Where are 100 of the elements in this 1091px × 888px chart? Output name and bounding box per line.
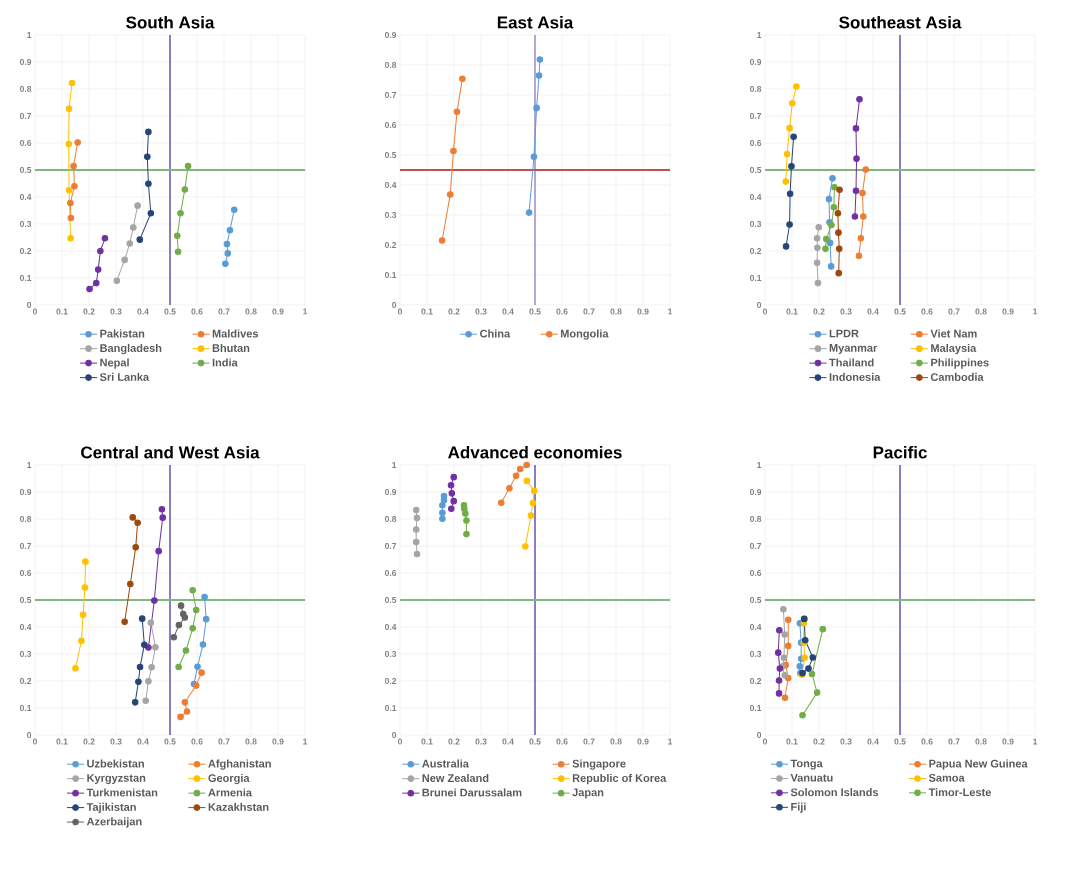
y-tick-label: 0.2 — [384, 241, 397, 248]
x-tick-label: 0.4 — [137, 308, 149, 315]
y-tick-label: 0.2 — [384, 678, 397, 684]
x-tick-label: 0.8 — [245, 738, 257, 745]
legend-label: Viet Nam — [930, 329, 977, 338]
x-tick-label: 0.1 — [421, 738, 433, 745]
y-tick-label: 0.9 — [384, 32, 397, 38]
legend-label: Solomon Islands — [790, 788, 879, 797]
x-tick-label: 0 — [762, 738, 768, 745]
y-tick-label: 0.7 — [749, 542, 762, 549]
x-tick-label: 0.4 — [867, 738, 879, 745]
y-tick-label: 0.7 — [19, 112, 32, 119]
legend-label: Vanuatu — [790, 773, 833, 782]
legend-label: Indonesia — [829, 372, 881, 381]
x-tick-label: 0.6 — [556, 308, 568, 315]
y-tick-label: 0.8 — [384, 515, 397, 522]
y-tick-label: 0.4 — [384, 181, 397, 188]
legend-label: Bangladesh — [100, 343, 162, 355]
chart-title: Pacific — [873, 445, 927, 459]
legend-label: Tonga — [790, 759, 823, 770]
y-tick-label: 0.9 — [384, 488, 397, 495]
x-tick-label: 0.6 — [191, 738, 203, 745]
y-tick-label: 0.8 — [384, 61, 397, 68]
legend-label: China — [480, 329, 511, 338]
x-tick-label: 1 — [668, 308, 673, 315]
legend-label: Myanmar — [829, 344, 878, 354]
legend-label: Nepal — [100, 358, 129, 369]
legend-label: Armenia — [208, 788, 253, 797]
x-tick-label: 0.2 — [448, 308, 460, 315]
legend-label: Thailand — [829, 358, 874, 367]
x-tick-label: 0 — [32, 738, 38, 745]
x-tick-label: 0.9 — [637, 738, 649, 745]
y-tick-label: 1 — [27, 462, 32, 468]
y-tick-label: 0.9 — [19, 488, 32, 495]
legend-label: India — [212, 358, 238, 367]
y-tick-label: 1 — [757, 32, 762, 38]
y-tick-label: 1 — [757, 462, 762, 468]
legend-label: Cambodia — [930, 372, 984, 381]
y-tick-label: 0.5 — [19, 596, 32, 603]
legend-label: Singapore — [572, 759, 626, 770]
x-tick-label: 0.2 — [813, 738, 825, 745]
x-tick-label: 0.7 — [583, 738, 595, 745]
x-tick-label: 0.8 — [610, 738, 622, 745]
y-tick-label: 0.4 — [749, 193, 762, 200]
x-tick-label: 0 — [397, 308, 403, 315]
x-tick-label: 0.5 — [529, 738, 541, 745]
chart-title: Central and West Asia — [81, 445, 260, 459]
y-tick-label: 0.5 — [749, 166, 762, 173]
y-tick-label: 0.9 — [749, 488, 762, 495]
y-tick-label: 0.5 — [19, 166, 32, 173]
x-tick-label: 0.1 — [786, 308, 798, 315]
legend-label: Papua New Guinea — [929, 759, 1028, 770]
y-tick-label: 1 — [392, 462, 397, 468]
x-tick-label: 0.8 — [975, 738, 987, 745]
x-tick-label: 0.3 — [475, 308, 487, 315]
y-tick-label: 0.7 — [749, 112, 762, 119]
x-tick-label: 0.6 — [921, 738, 933, 745]
x-tick-label: 0.8 — [610, 308, 622, 315]
x-tick-label: 0.1 — [786, 738, 798, 745]
legend-label: Timor-Leste — [928, 788, 991, 797]
legend-label: Bhutan — [212, 343, 250, 352]
x-tick-label: 1 — [1033, 738, 1038, 745]
y-tick-label: 0.8 — [749, 515, 762, 522]
y-tick-label: 0.9 — [19, 58, 32, 65]
y-tick-label: 0.8 — [19, 515, 32, 522]
legend-label: Tajikistan — [86, 802, 136, 814]
x-tick-label: 0.2 — [83, 308, 95, 315]
x-tick-label: 0.4 — [137, 738, 149, 745]
x-tick-label: 0.6 — [191, 308, 203, 315]
legend-label: Turkmenistan — [86, 788, 158, 797]
x-tick-label: 0.4 — [867, 308, 879, 315]
x-tick-label: 0.6 — [556, 738, 568, 745]
y-tick-label: 0.6 — [384, 569, 397, 576]
y-tick-label: 0.1 — [749, 274, 762, 281]
y-tick-label: 0.8 — [749, 85, 762, 92]
x-tick-label: 0.7 — [948, 738, 960, 745]
y-tick-label: 0.1 — [749, 705, 762, 711]
y-tick-label: 0.3 — [749, 220, 762, 228]
legend-label: Georgia — [208, 773, 250, 785]
chart-title: East Asia — [497, 15, 574, 29]
x-tick-label: 0.5 — [164, 308, 176, 315]
x-tick-label: 0.9 — [1002, 308, 1014, 315]
legend-label: Fiji — [791, 802, 806, 813]
legend-label: Brunei Darussalam — [422, 788, 522, 797]
x-tick-label: 0.9 — [1002, 738, 1014, 745]
y-tick-label: 0.2 — [19, 678, 32, 684]
y-tick-label: 0 — [757, 301, 762, 308]
legend-label: Malaysia — [931, 343, 977, 355]
y-tick-label: 0.1 — [384, 271, 397, 278]
y-tick-label: 0 — [27, 301, 32, 308]
legend-label: Australia — [422, 759, 469, 768]
y-tick-label: 0.3 — [749, 650, 762, 658]
legend-label: Republic of Korea — [572, 773, 667, 785]
y-tick-label: 0.2 — [749, 678, 762, 684]
legend-label: New Zealand — [422, 773, 489, 782]
x-tick-label: 0.5 — [164, 738, 176, 745]
x-tick-label: 1 — [303, 738, 308, 745]
legend-label: Pakistan — [100, 329, 145, 338]
y-tick-label: 0.4 — [19, 193, 32, 200]
legend-label: Philippines — [931, 358, 989, 369]
